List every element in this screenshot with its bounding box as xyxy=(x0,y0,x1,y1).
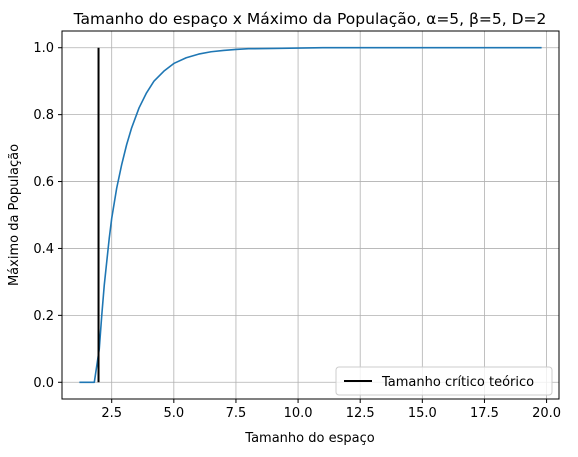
x-axis-ticks: 2.5 5.0 7.5 10.0 12.5 15.0 17.5 20.0 xyxy=(101,399,561,421)
population-max-line xyxy=(79,46,542,384)
y-axis-ticks: 0.0 0.2 0.4 0.6 0.8 1.0 xyxy=(33,41,62,391)
y-tick-label: 0.6 xyxy=(33,175,54,190)
x-tick-label: 5.0 xyxy=(163,406,184,421)
x-tick-label: 10.0 xyxy=(284,406,313,421)
series-group xyxy=(79,46,542,384)
legend-box xyxy=(335,366,553,396)
x-tick-label: 17.5 xyxy=(470,406,499,421)
x-tick-label: 7.5 xyxy=(226,406,247,421)
x-axis-label: Tamanho do espaço xyxy=(244,431,374,446)
y-tick-label: 0.4 xyxy=(33,242,54,257)
legend: Tamanho crítico teórico xyxy=(335,366,553,396)
legend-label: Tamanho crítico teórico xyxy=(381,375,534,390)
y-tick-label: 0.2 xyxy=(33,309,54,324)
plot-area-frame xyxy=(61,30,560,400)
chart-title: Tamanho do espaço x Máximo da População,… xyxy=(73,10,547,28)
y-tick-label: 1.0 xyxy=(33,41,54,56)
y-tick-label: 0.8 xyxy=(33,108,54,123)
x-tick-label: 12.5 xyxy=(346,406,375,421)
x-tick-label: 2.5 xyxy=(101,406,122,421)
y-axis-label: Máximo da População xyxy=(7,144,22,286)
y-tick-label: 0.0 xyxy=(33,376,54,391)
x-tick-label: 20.0 xyxy=(532,406,561,421)
x-tick-label: 15.0 xyxy=(408,406,437,421)
